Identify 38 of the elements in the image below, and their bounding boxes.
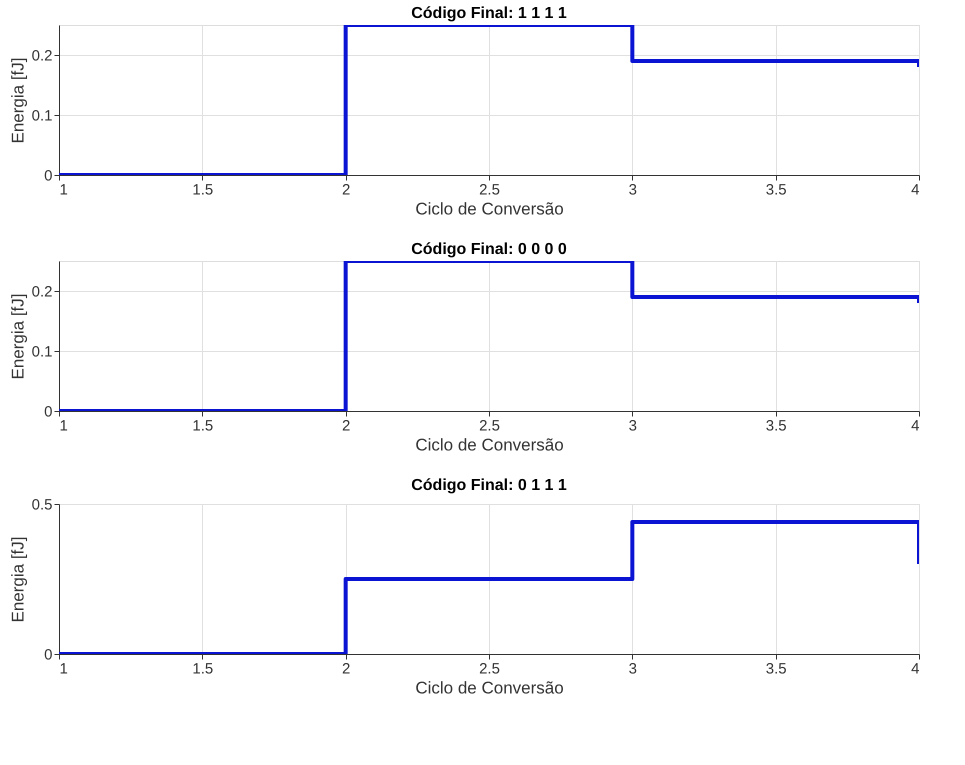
x-tick-label: 1 [60,182,68,198]
x-tick-label: 2 [342,418,350,434]
x-tick-label: 3.5 [766,660,787,678]
y-tick-label: 0 [44,404,52,420]
x-tick-label: 1.5 [192,660,214,678]
x-tick-label: 2.5 [479,418,500,434]
chart-title: Código Final: 1 1 1 1 [411,5,567,22]
y-tick-label: 0 [44,168,52,184]
y-tick-label: 0.1 [32,344,52,360]
x-tick-label: 1 [60,418,68,434]
chart-title: Código Final: 0 1 1 1 [411,477,567,494]
x-tick-label: 1 [60,660,68,678]
x-tick-label: 3 [628,418,638,434]
x-tick-label: 3.5 [766,418,787,434]
x-tick-label: 3.5 [766,182,787,198]
chart-title: Código Final: 0 0 0 0 [411,241,567,258]
x-tick-label: 2 [342,182,350,198]
y-axis-title: Energia [fJ] [8,294,28,380]
y-axis-title: Energia [fJ] [8,58,28,144]
x-tick-label: 4 [911,660,920,678]
x-tick-label: 4 [911,182,920,198]
x-tick-label: 1.5 [192,182,214,198]
x-axis-title: Ciclo de Conversão [415,678,564,698]
x-tick-label: 2 [342,660,350,678]
y-tick-label: 0.5 [32,496,52,514]
x-tick-label: 3 [628,660,638,678]
x-axis-title: Ciclo de Conversão [415,200,564,218]
y-tick-label: 0.2 [32,48,52,64]
y-tick-label: 0.2 [32,284,52,300]
y-tick-label: 0.1 [32,108,52,124]
x-tick-label: 3 [628,182,638,198]
x-tick-label: 2.5 [479,660,500,678]
x-tick-label: 2.5 [479,182,500,198]
x-axis-title: Ciclo de Conversão [415,436,564,454]
y-axis-title: Energia [fJ] [8,536,28,622]
y-tick-label: 0 [44,646,52,664]
x-tick-label: 1.5 [192,418,214,434]
x-tick-label: 4 [911,418,920,434]
